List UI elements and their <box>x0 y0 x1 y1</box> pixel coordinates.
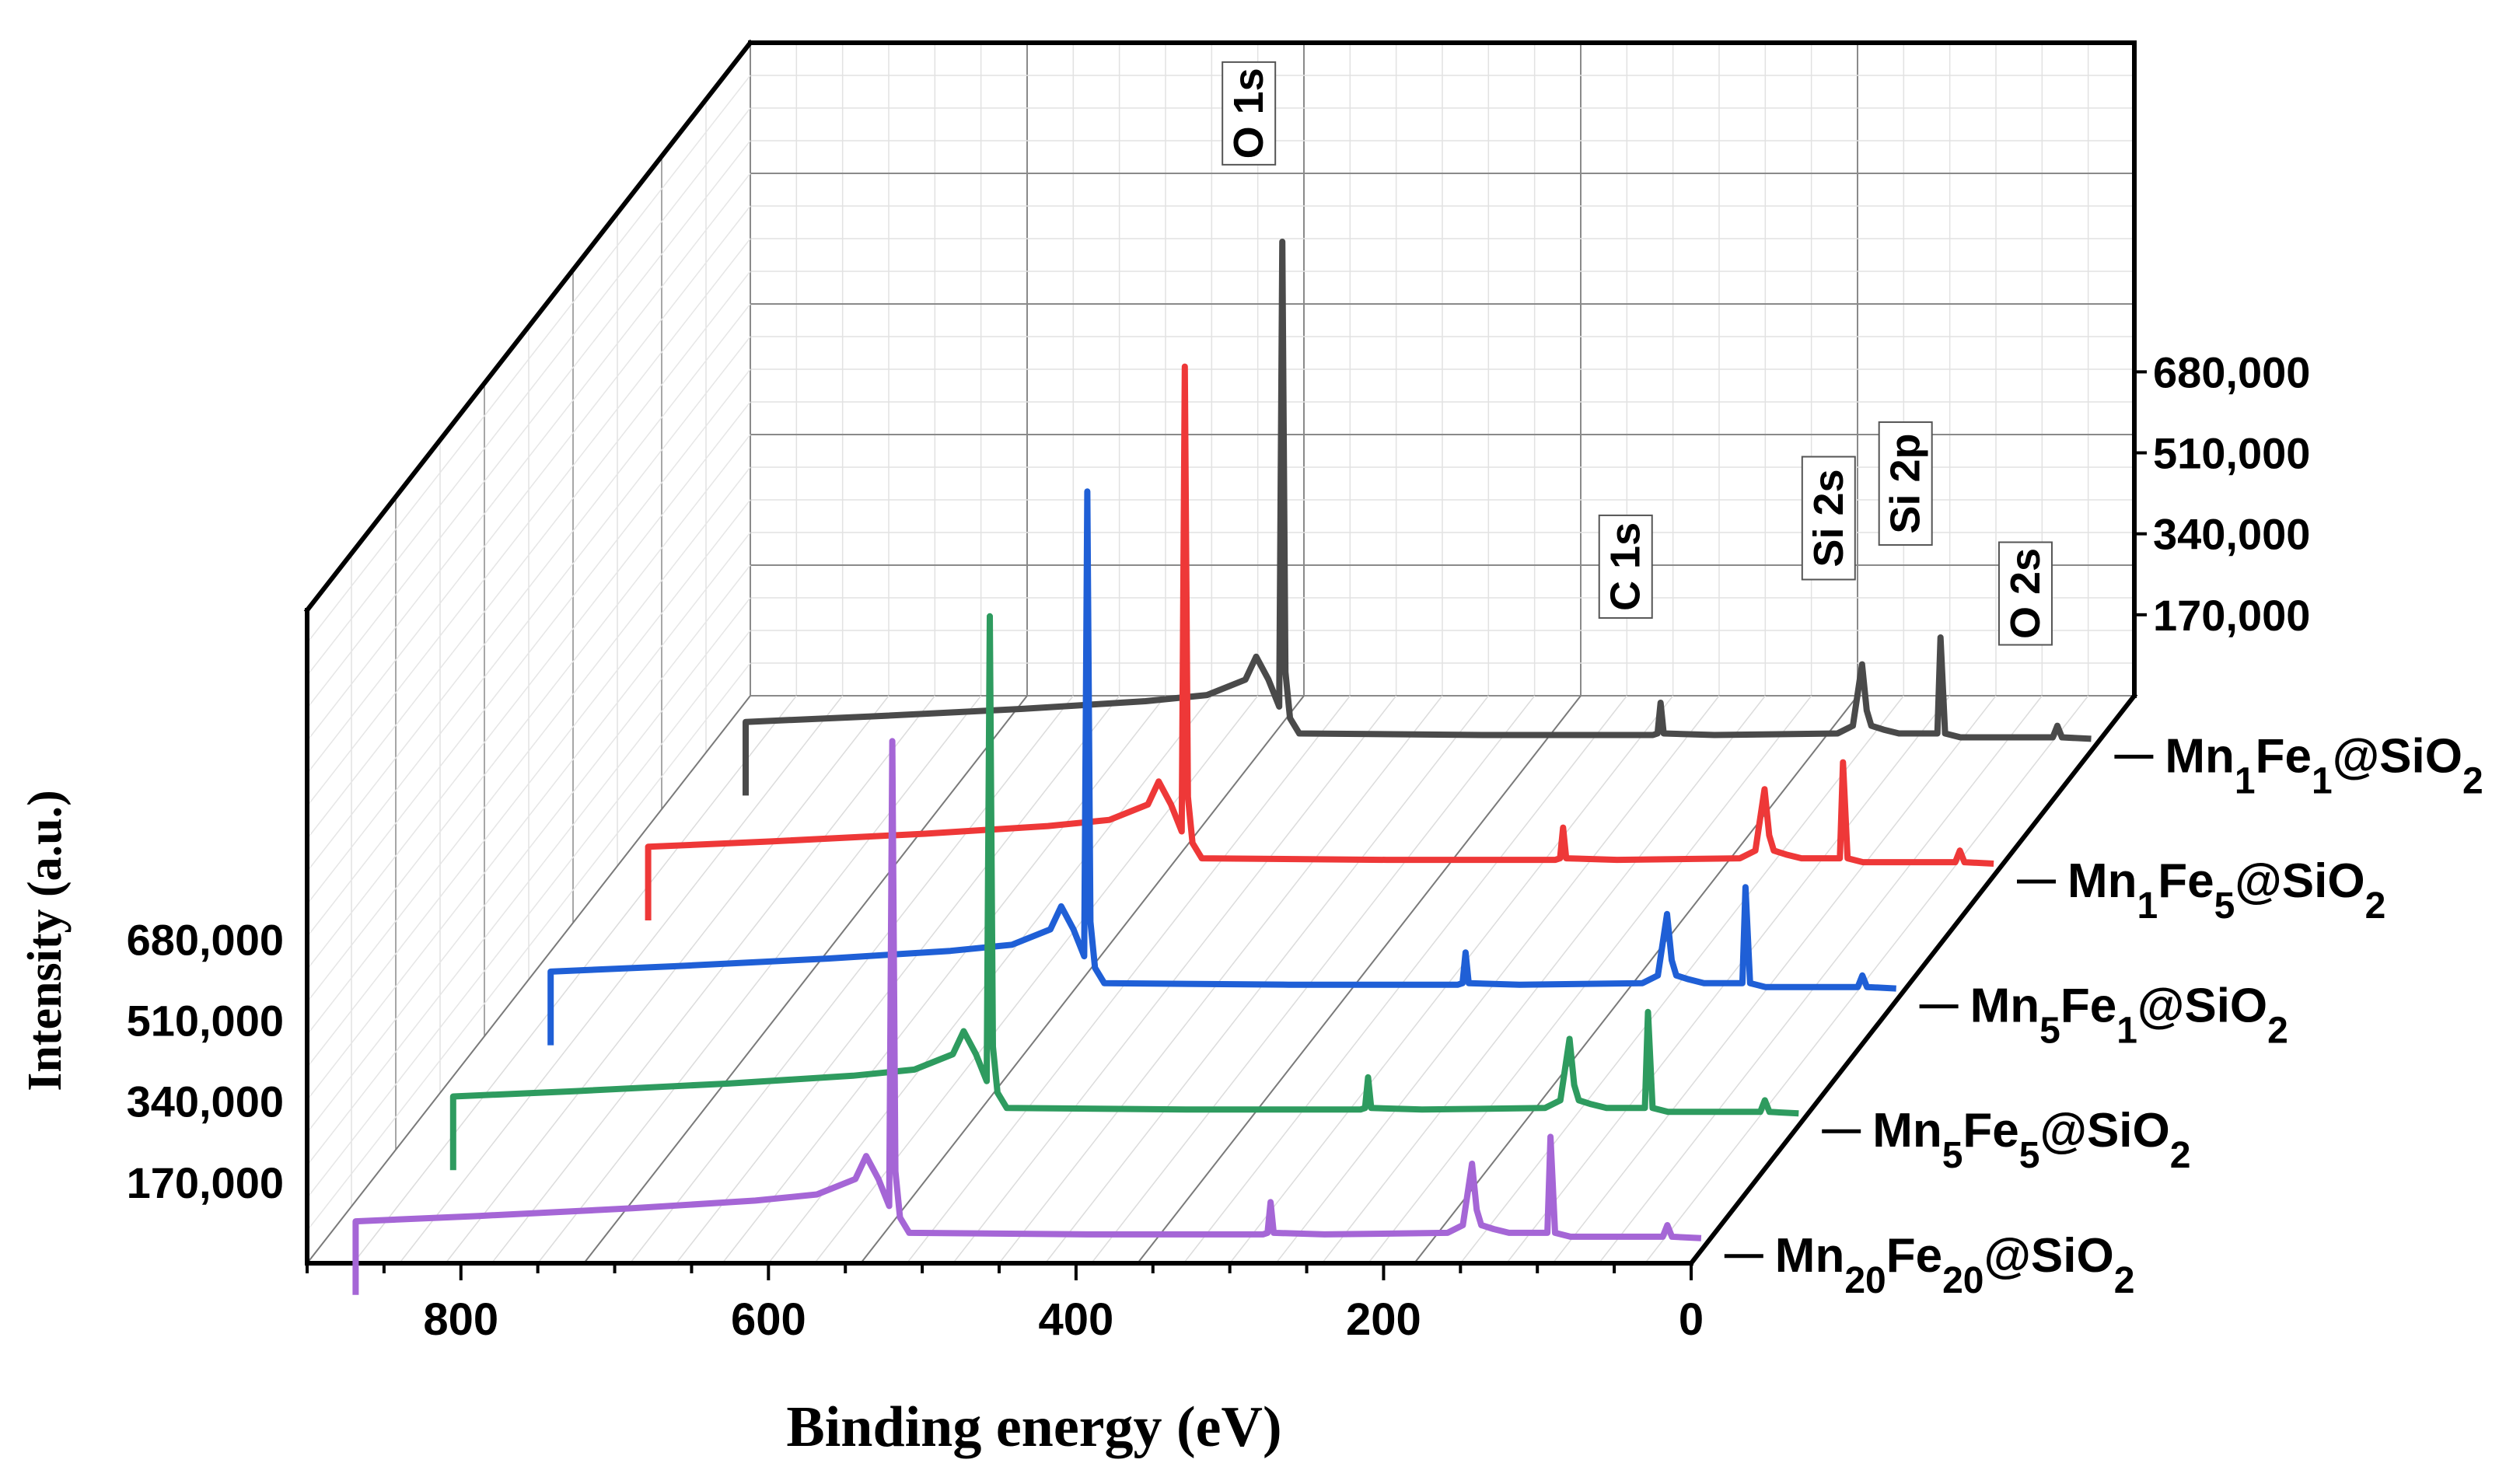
x-tick-label-400: 400 <box>1038 1294 1113 1345</box>
floor-depth-line <box>1137 695 1582 1264</box>
series-line-mn20fe20-sio2 <box>352 738 1702 1295</box>
left-wall-hline <box>306 597 751 1166</box>
series-label-mn5fe5-sio2: Mn5Fe5@SiO2 <box>1872 1104 2190 1176</box>
x-tick-label-0: 0 <box>1679 1294 1704 1345</box>
floor-depth-line <box>676 695 1120 1264</box>
peak-labels: O 1s C 1s Si 2s Si 2p O 2s <box>1222 61 2053 646</box>
floor-depth-line <box>906 695 1351 1264</box>
left-wall-hline <box>306 564 751 1133</box>
peak-box-c-1s <box>1598 514 1653 619</box>
left-wall-hline <box>306 499 751 1068</box>
x-tick-label-800: 800 <box>423 1294 498 1345</box>
series-label-mn5fe1-sio2: Mn5Fe1@SiO2 <box>1970 979 2288 1052</box>
left-wall-hline <box>306 434 751 1003</box>
left-wall-hline <box>306 205 751 774</box>
floor-depth-line <box>1229 695 1674 1264</box>
floor-depth-line <box>1598 695 2043 1264</box>
left-wall-hline <box>306 336 751 905</box>
peak-label-o-1s: O 1s <box>1225 68 1272 159</box>
left-wall-hline <box>306 303 751 872</box>
x-tick-label-200: 200 <box>1346 1294 1421 1345</box>
series-labels: Mn20Fe20@SiO2 Mn5Fe5@SiO2 Mn5Fe1@SiO2 Mn1Fe… <box>1724 729 2483 1301</box>
left-wall-hline <box>306 630 751 1199</box>
floor-depth-line <box>445 695 890 1264</box>
x-axis-label: Binding energy (eV) <box>786 1395 1281 1459</box>
left-wall-hline <box>306 271 751 840</box>
floor-depth-line <box>860 695 1305 1264</box>
y-tick-right-170-000: 170,000 <box>2153 591 2310 640</box>
peak-label-c-1s: C 1s <box>1603 522 1649 611</box>
left-wall-hline <box>306 466 751 1035</box>
floor-depth-line <box>352 695 797 1264</box>
frame-edge <box>303 39 754 614</box>
y-axis-label: Intensity (a.u.) <box>19 790 72 1091</box>
y-tick-left-680-000: 680,000 <box>127 915 284 964</box>
peak-box-si-2s <box>1801 456 1856 581</box>
floor-depth-line <box>1552 695 1997 1264</box>
floor-depth-line <box>998 695 1443 1264</box>
left-wall-hline <box>306 238 751 807</box>
peak-label-o-2s: O 2s <box>2002 548 2049 639</box>
floor-depth-line <box>1321 695 1766 1264</box>
series-label-mn1fe1-sio2: Mn1Fe1@SiO2 <box>2165 729 2483 801</box>
series-line-mn5fe5-sio2 <box>449 613 1799 1171</box>
left-wall-grid <box>306 42 751 1264</box>
peak-box-o-1s <box>1222 61 1277 166</box>
floor-depth-line <box>1368 695 1812 1264</box>
y-tick-left-340-000: 340,000 <box>127 1077 284 1126</box>
floor-depth-line <box>583 695 1028 1264</box>
floor-depth-line <box>491 695 935 1264</box>
y-tick-left-510-000: 510,000 <box>127 997 284 1046</box>
y-tick-right-680-000: 680,000 <box>2153 347 2310 396</box>
y-axis-ticks-right: 170,000 340,000 510,000 680,000 <box>2134 347 2310 640</box>
floor-depth-line <box>1506 695 1951 1264</box>
y-tick-right-340-000: 340,000 <box>2153 510 2310 559</box>
floor-depth-line <box>1044 695 1489 1264</box>
peak-label-si-2s: Si 2s <box>1805 469 1852 567</box>
peak-box-si-2p <box>1878 421 1933 546</box>
floor-depth-line <box>1275 695 1720 1264</box>
floor-depth-line <box>952 695 1397 1264</box>
back-wall-grid <box>750 42 2135 697</box>
x-tick-label-600: 600 <box>731 1294 806 1345</box>
floor-depth-line <box>1091 695 1536 1264</box>
floor-depth-line <box>629 695 1074 1264</box>
frame-edge <box>1687 692 2138 1267</box>
axes-frame <box>303 39 2138 1267</box>
y-tick-right-510-000: 510,000 <box>2153 429 2310 478</box>
left-wall-hline <box>306 532 751 1101</box>
peak-label-si-2p: Si 2p <box>1882 434 1929 534</box>
floor-depth-line <box>399 695 844 1264</box>
left-wall-hline <box>306 173 751 742</box>
series-line-mn5fe1-sio2 <box>547 488 1896 1046</box>
series-line-mn1fe1-sio2 <box>743 239 2092 796</box>
left-wall-hline <box>306 401 751 970</box>
left-wall-hline <box>306 662 751 1231</box>
floor-depth-line <box>537 695 982 1264</box>
left-wall-hline <box>306 107 751 676</box>
left-wall-hline <box>306 75 751 644</box>
series-label-mn1fe5-sio2: Mn1Fe5@SiO2 <box>2067 854 2385 927</box>
y-axis-ticks-left: 170,000 340,000 510,000 680,000 <box>127 915 284 1206</box>
series-line-mn1fe5-sio2 <box>645 363 1994 920</box>
x-axis-ticks: 800 600 400 200 0 <box>306 1263 1704 1345</box>
floor-depth-line <box>306 695 751 1264</box>
peak-box-o-2s <box>1997 541 2053 646</box>
series-label-mn20fe20-sio2: Mn20Fe20@SiO2 <box>1775 1229 2135 1301</box>
floor-depth-line <box>1183 695 1627 1264</box>
floor-depth-line <box>1414 695 1858 1264</box>
series-group <box>352 239 2092 1295</box>
left-wall-hline <box>306 140 751 709</box>
left-wall-hline <box>306 368 751 938</box>
y-tick-left-170-000: 170,000 <box>127 1158 284 1207</box>
